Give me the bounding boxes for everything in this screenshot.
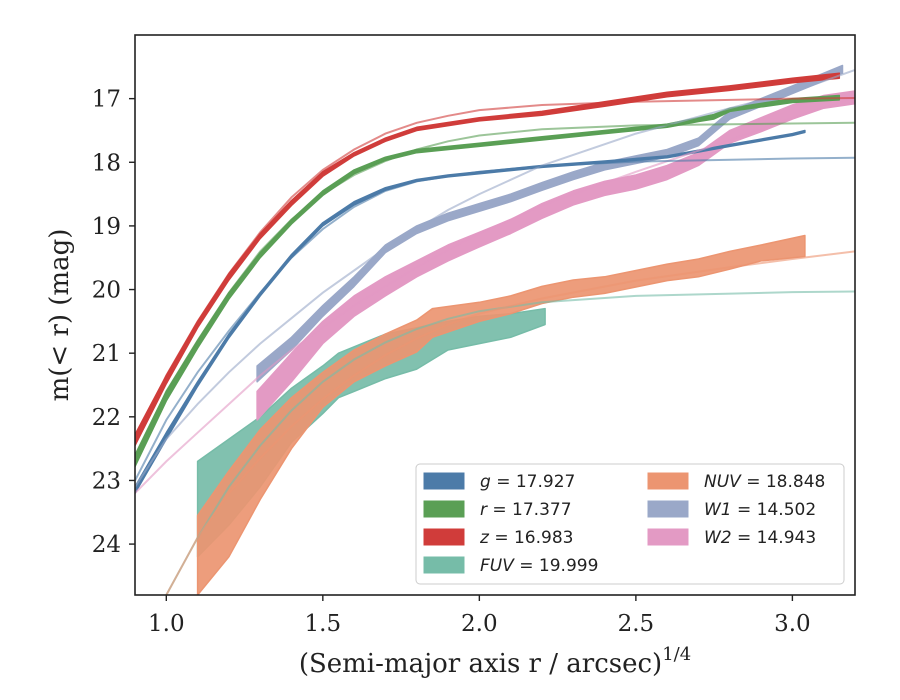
legend-swatch-w2 [647, 528, 689, 546]
y-tick-label: 19 [92, 214, 121, 240]
legend-swatch-g [423, 472, 465, 490]
legend-label-w2: W2 = 14.943 [704, 528, 816, 548]
y-tick-label: 17 [92, 87, 121, 113]
legend-label-fuv: FUV = 19.999 [480, 556, 598, 576]
x-tick-label: 3.0 [774, 611, 811, 637]
legend-swatch-fuv [423, 556, 465, 574]
legend-box [415, 463, 845, 585]
x-axis-title: (Semi-major axis r / arcsec)1/4 [299, 644, 691, 679]
legend-label-r: r = 17.377 [480, 500, 572, 520]
legend-swatch-w1 [647, 500, 689, 518]
y-tick-label: 23 [92, 468, 121, 494]
x-tick-label: 1.0 [148, 611, 185, 637]
legend-label-nuv: NUV = 18.848 [704, 472, 825, 492]
legend-swatch-r [423, 500, 465, 518]
y-tick-label: 24 [92, 532, 121, 558]
x-tick-label: 2.5 [618, 611, 655, 637]
model-curves [135, 69, 855, 595]
x-axis-ticks: 1.0 1.5 2.0 2.5 3.0 [148, 595, 811, 637]
y-tick-label: 21 [92, 341, 121, 367]
legend-swatch-nuv [647, 472, 689, 490]
model-curve-r [135, 121, 855, 462]
data-band-w1 [256, 64, 844, 383]
data-band-z [135, 72, 841, 447]
y-axis-ticks: 17 18 19 20 21 22 23 24 [92, 87, 135, 558]
legend: g = 17.927 r = 17.377 z = 16.983 FUV = 19.9… [415, 463, 845, 585]
model-curve-nuv [165, 250, 855, 595]
model-curve-z [135, 97, 855, 443]
legend-swatch-z [423, 528, 465, 546]
plot-frame [134, 34, 856, 596]
x-tick-label: 2.0 [461, 611, 498, 637]
y-tick-label: 20 [92, 278, 121, 304]
y-tick-label: 18 [92, 150, 121, 176]
x-tick-label: 1.5 [305, 611, 342, 637]
model-curve-g [135, 156, 855, 481]
legend-label-g: g = 17.927 [480, 472, 575, 492]
x-axis-title-exponent: 1/4 [662, 644, 691, 665]
y-tick-label: 22 [92, 405, 121, 431]
y-axis-title: m(< r) (mag) [45, 229, 75, 402]
data-band-w2 [256, 90, 855, 421]
legend-label-z: z = 16.983 [479, 528, 573, 548]
model-curve-fuv [165, 290, 855, 595]
legend-label-w1: W1 = 14.502 [704, 500, 816, 520]
x-axis-title-main: (Semi-major axis r / arcsec) [299, 649, 662, 679]
data-band-r [135, 94, 841, 468]
